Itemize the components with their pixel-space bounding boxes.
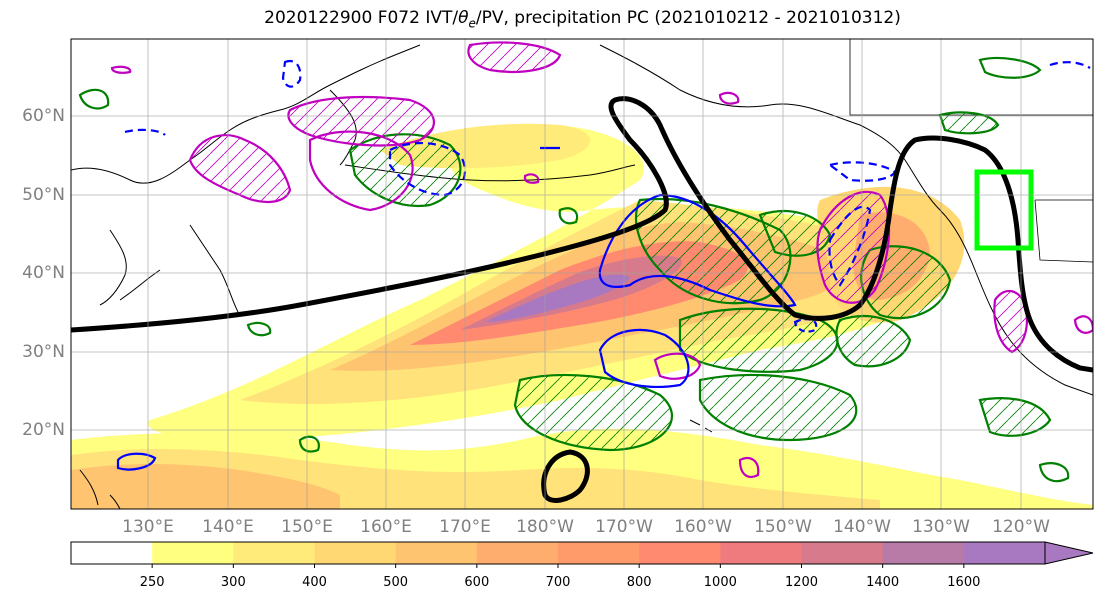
- theta-e-small: [1038, 462, 1070, 483]
- colorbar-extend-arrow: [1044, 541, 1094, 565]
- lon-label: 130°W: [912, 517, 970, 537]
- theta-e-small: [978, 56, 1042, 79]
- lon-label: 130°E: [122, 517, 174, 537]
- colorbar-tick-label: 800: [626, 575, 652, 590]
- alaska-coast: [599, 44, 906, 161]
- country-borders: [849, 39, 1094, 263]
- colorbar-segment: [720, 542, 802, 564]
- pv-small: [523, 173, 540, 184]
- theta-e-small: [298, 435, 320, 453]
- north-america-coast: [904, 159, 1093, 396]
- asia-coast: [71, 44, 421, 184]
- pv-region: [287, 95, 436, 147]
- pv-region: [816, 190, 891, 304]
- lon-label: 150°W: [754, 517, 812, 537]
- colorbar-tick-label: 1000: [703, 575, 737, 590]
- colorbar-segment: [801, 542, 884, 564]
- colorbar-segment: [152, 542, 234, 564]
- pv-neg-dashed: [828, 205, 872, 287]
- pv-region: [653, 352, 702, 380]
- colorbar: [70, 541, 1094, 568]
- colorbar-tick-label: 500: [383, 575, 409, 590]
- colorbar-segment: [963, 542, 1046, 564]
- pv-small: [718, 91, 740, 105]
- pv-neg-dashed: [827, 161, 897, 182]
- ivt-tropical-core: [71, 464, 340, 509]
- pv-region: [467, 41, 562, 73]
- pv-neg-dashed: [281, 59, 302, 88]
- colorbar-tick-label: 1200: [784, 575, 819, 590]
- lat-label-30: 30°N: [22, 342, 65, 362]
- colorbar-tick-label: 250: [139, 575, 165, 590]
- ivt-core-1600: [485, 274, 630, 322]
- theta-e-region: [938, 111, 1000, 135]
- pv-neg-region: [598, 328, 690, 388]
- pv-neg-region: [116, 452, 157, 471]
- lon-label: 160°W: [674, 517, 732, 537]
- colorbar-tick-label: 1600: [947, 575, 981, 590]
- pv-neg-dashed: [1049, 61, 1091, 69]
- colorbar-tick-label: 300: [220, 575, 246, 590]
- lon-label: 120°W: [992, 517, 1050, 537]
- pv-neg-dashed: [124, 128, 166, 136]
- lon-label: 140°E: [202, 517, 254, 537]
- colorbar-segment: [233, 542, 315, 564]
- colorbar-segment: [314, 542, 397, 564]
- lat-label-40: 40°N: [22, 263, 65, 283]
- pv-small: [110, 65, 132, 74]
- colorbar-segment: [71, 542, 153, 564]
- lat-label-50: 50°N: [22, 185, 65, 205]
- theta-e-small: [78, 88, 110, 110]
- colorbar-tick-label: 600: [464, 575, 490, 590]
- lon-label: 150°E: [281, 517, 333, 537]
- lat-label-60: 60°N: [22, 106, 65, 126]
- lon-label: 180°W: [516, 517, 574, 537]
- colorbar-segment: [476, 542, 559, 564]
- colorbar-segment: [558, 542, 640, 564]
- theta-e-region: [698, 373, 858, 442]
- pv-contours: [110, 41, 1093, 478]
- ivt-contour-loop: [541, 449, 590, 503]
- pv-negative-contours: [116, 59, 1091, 471]
- target-region-box: [974, 169, 1034, 251]
- lat-label-20: 20°N: [22, 420, 65, 440]
- map-title: 2020122900 F072 IVT/θe/PV, precipitation…: [264, 8, 901, 31]
- pv-small: [738, 457, 760, 478]
- colorbar-segment: [882, 542, 965, 564]
- theta-e-region: [513, 373, 673, 452]
- taiwan-philippines: [79, 469, 121, 509]
- pv-region: [188, 134, 292, 203]
- colorbar-tick-label: 700: [545, 575, 571, 590]
- japan-islands: [119, 224, 239, 313]
- colorbar-segment: [639, 542, 721, 564]
- theta-e-small: [246, 321, 272, 337]
- colorbar-segment: [395, 542, 478, 564]
- gridlines: [71, 39, 1093, 509]
- colorbar-tick-label: 400: [302, 575, 327, 590]
- theta-e-region: [978, 397, 1052, 437]
- map-frame: [70, 38, 1094, 510]
- lon-label: 160°E: [360, 517, 412, 537]
- colorbar-tick-label: 1400: [866, 575, 900, 590]
- pv-neg-region: [598, 193, 797, 308]
- pv-small: [1073, 315, 1093, 334]
- lon-label: 170°W: [595, 517, 653, 537]
- pv-region: [308, 130, 414, 212]
- korea-coast: [99, 229, 127, 306]
- lon-label: 140°W: [833, 517, 891, 537]
- pv-region: [993, 289, 1029, 354]
- theta-e-region: [835, 315, 912, 368]
- theta-e-small: [558, 207, 579, 225]
- theta-e-region: [678, 307, 839, 373]
- lon-label: 170°E: [439, 517, 491, 537]
